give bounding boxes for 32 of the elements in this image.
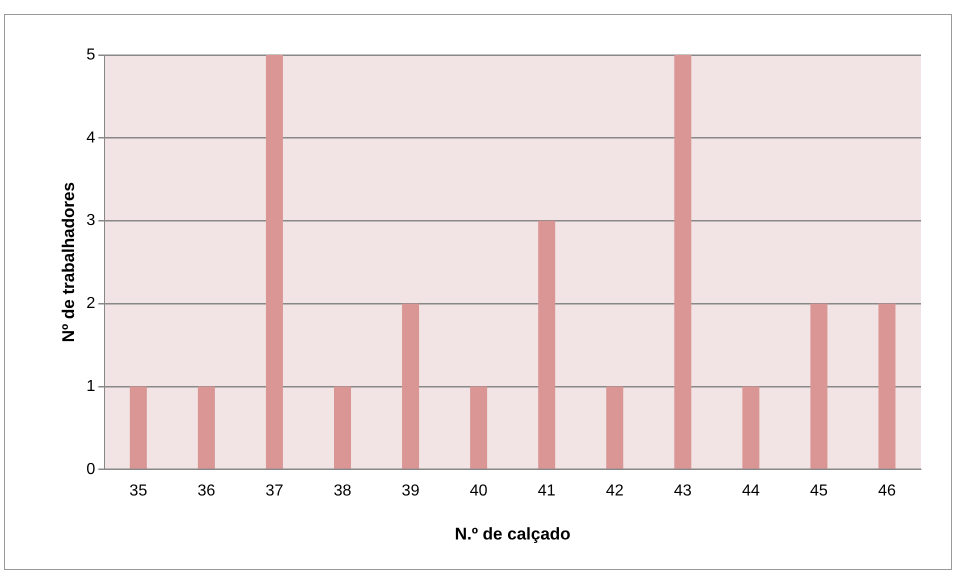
x-tick-label: 40 [470, 482, 488, 500]
y-tick-label: 3 [86, 212, 96, 230]
bar [130, 386, 147, 469]
bar [198, 386, 215, 469]
x-tick-label: 38 [334, 482, 352, 500]
x-tick-label: 41 [538, 482, 556, 500]
bar [470, 386, 488, 469]
bar [266, 55, 283, 469]
bar [674, 55, 692, 469]
bar [402, 304, 420, 469]
bar [334, 386, 352, 469]
y-tick-label: 2 [86, 295, 96, 312]
bar [878, 304, 896, 469]
y-tick-label: 1 [86, 378, 96, 395]
x-tick-label: 39 [402, 482, 420, 500]
bar [810, 304, 828, 469]
x-axis-title: N.º de calçado [454, 524, 571, 544]
x-tick-label: 36 [197, 482, 216, 500]
x-tick-label: 42 [606, 482, 624, 500]
bar [606, 386, 624, 469]
bar [538, 220, 556, 469]
y-tick-label: 0 [86, 460, 96, 478]
y-tick-label: 5 [86, 46, 96, 64]
bar [742, 386, 760, 469]
x-tick-label: 37 [266, 482, 284, 500]
x-tick-label: 44 [742, 482, 760, 500]
y-axis-title: Nº de trabalhadores [58, 182, 78, 342]
x-tick-label: 35 [129, 482, 148, 500]
y-tick-label: 4 [86, 129, 96, 146]
x-tick-label: 43 [674, 482, 692, 500]
x-tick-label: 45 [810, 482, 828, 500]
x-tick-label: 46 [878, 482, 896, 500]
